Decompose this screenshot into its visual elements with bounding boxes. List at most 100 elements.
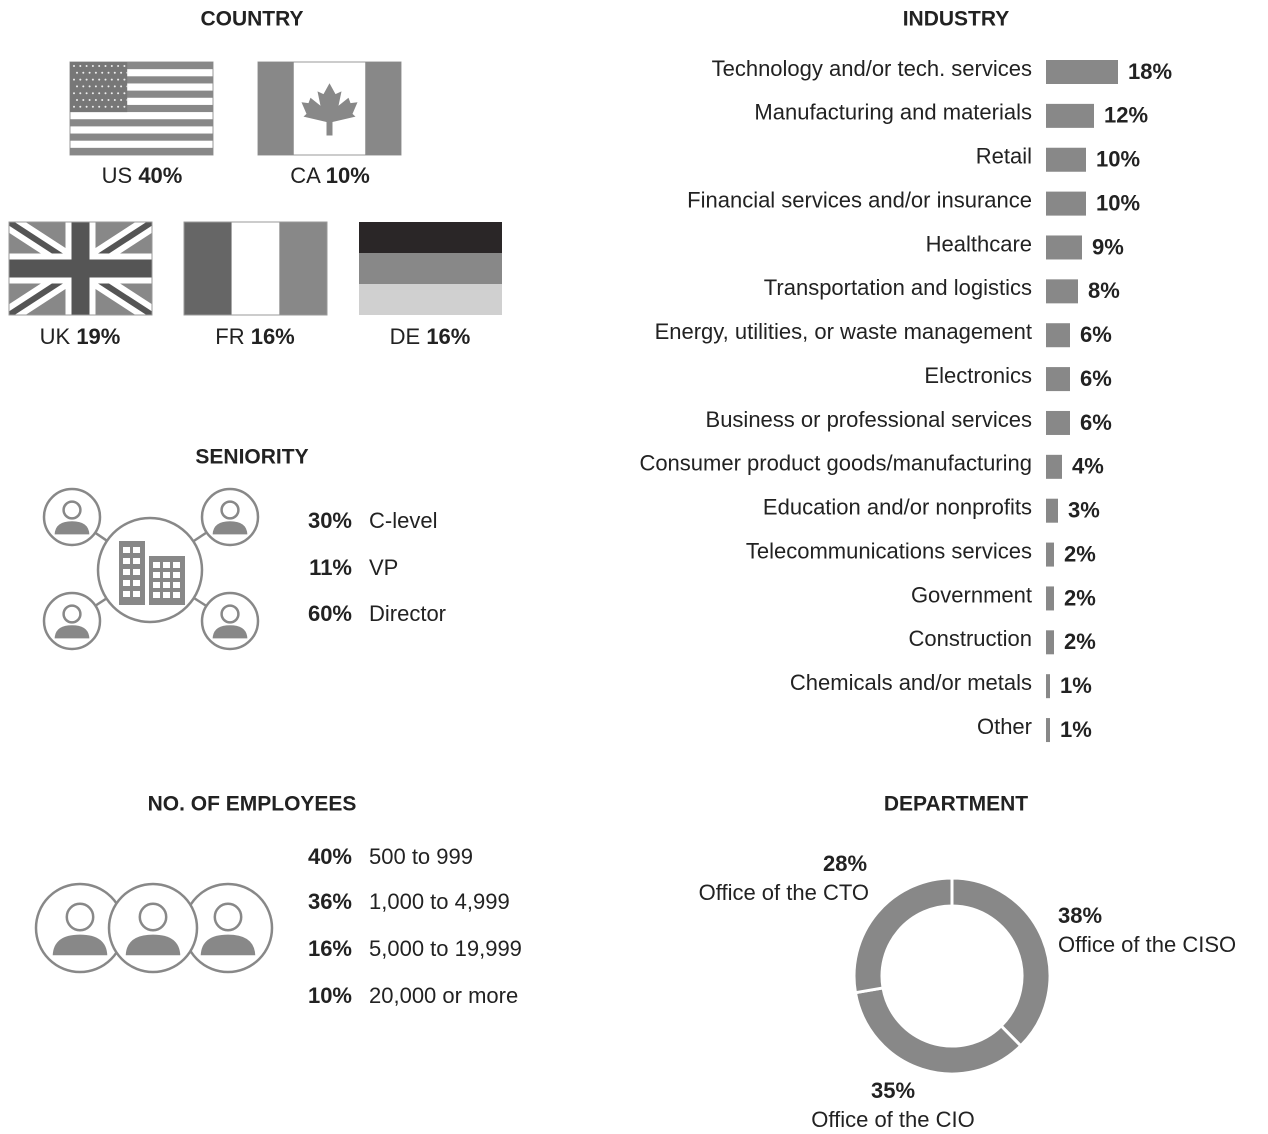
flag-star [79,78,82,81]
industry-label: Government [911,582,1032,607]
flag-star [110,78,113,81]
window [133,547,140,553]
flag-star [104,105,107,108]
bar-value-label: 18% [1128,59,1172,84]
bar [1046,542,1054,567]
bar [1046,718,1050,743]
flag-star [117,65,120,67]
donut-value-label: 38% [1058,903,1102,928]
flag-band [279,222,327,315]
window [133,580,140,586]
window [163,582,170,588]
window [133,591,140,597]
industry-label: Telecommunications services [746,538,1032,563]
industry-label: Energy, utilities, or waste management [655,319,1032,344]
country-code: UK [40,324,71,349]
flag-star [79,105,82,108]
window [133,569,140,575]
industry-label: Other [977,714,1032,739]
flag-band [184,222,232,315]
industry-label: Financial services and/or insurance [687,187,1032,212]
window [153,592,160,598]
country-value: 19% [76,324,120,349]
flag-star [113,99,116,101]
person-icon [182,882,274,974]
icon-head [220,500,240,520]
country-label: CA 10% [290,163,370,188]
icon-body [54,625,90,639]
country-code: US [102,163,133,188]
flag-star [73,105,75,108]
donut-value-label: 28% [823,851,867,876]
flag-star [82,85,85,88]
donut-segment [853,986,1023,1076]
industry-label: Consumer product goods/manufacturing [639,451,1032,476]
icon-head [213,902,243,932]
flag-star [73,92,75,95]
flag-stripe [70,119,213,127]
industry-label: Business or professional services [706,407,1032,432]
flag-star [98,105,101,108]
bar [1046,235,1082,260]
bar-value-label: 9% [1092,234,1124,259]
icon-body [52,934,108,956]
window [163,592,170,598]
flag-stripe [70,76,213,84]
flag-band [365,62,401,155]
flag-star [91,92,94,95]
flag-star [73,78,75,81]
country-code: DE [390,324,421,349]
bar [1046,147,1086,172]
window [173,582,180,588]
flag-star [110,65,113,67]
list-value: 30% [308,508,352,533]
bar-value-label: 2% [1064,541,1096,566]
flag-star [104,78,107,81]
flag-star [101,99,104,101]
donut-label: Office of the CTO [699,880,869,905]
flag-star [126,85,129,88]
bar [1046,103,1094,128]
flag-star [110,92,113,95]
list-label: VP [369,555,398,580]
flag-star [79,92,82,95]
donut-segment [950,876,1052,1048]
flag-star [88,99,91,101]
icon-head [138,902,168,932]
bar [1046,191,1086,216]
flag-star [117,78,120,81]
bar-value-label: 6% [1080,410,1112,435]
section-title: DEPARTMENT [884,793,1028,816]
flag-stripe [70,147,213,155]
industry-label: Chemicals and/or metals [790,670,1032,695]
donut-label: Office of the CIO [811,1107,974,1132]
flag-star [113,85,116,88]
flag-star [85,65,88,67]
flag-stripe [70,62,213,70]
flag-band [359,284,502,315]
flag-star [76,85,78,88]
bar [1046,367,1070,392]
flag-star [76,71,78,74]
country-value: 40% [138,163,182,188]
person-icon [107,882,199,974]
list-label: C-level [369,508,437,533]
bar-value-label: 6% [1080,366,1112,391]
industry-label: Construction [908,626,1032,651]
flag-star [120,71,123,74]
bar [1046,410,1070,435]
flag-star [117,92,120,95]
bar-value-label: 10% [1096,147,1140,172]
window [173,592,180,598]
person-icon [42,591,102,651]
industry-label: Electronics [924,363,1032,388]
flag-star [88,71,91,74]
flag-band [359,222,502,253]
list-value: 11% [309,555,352,580]
bar [1046,674,1050,699]
building [119,541,145,605]
list-label: 20,000 or more [369,983,518,1008]
window [153,582,160,588]
flag-star [76,99,78,101]
icon-body [200,934,256,956]
